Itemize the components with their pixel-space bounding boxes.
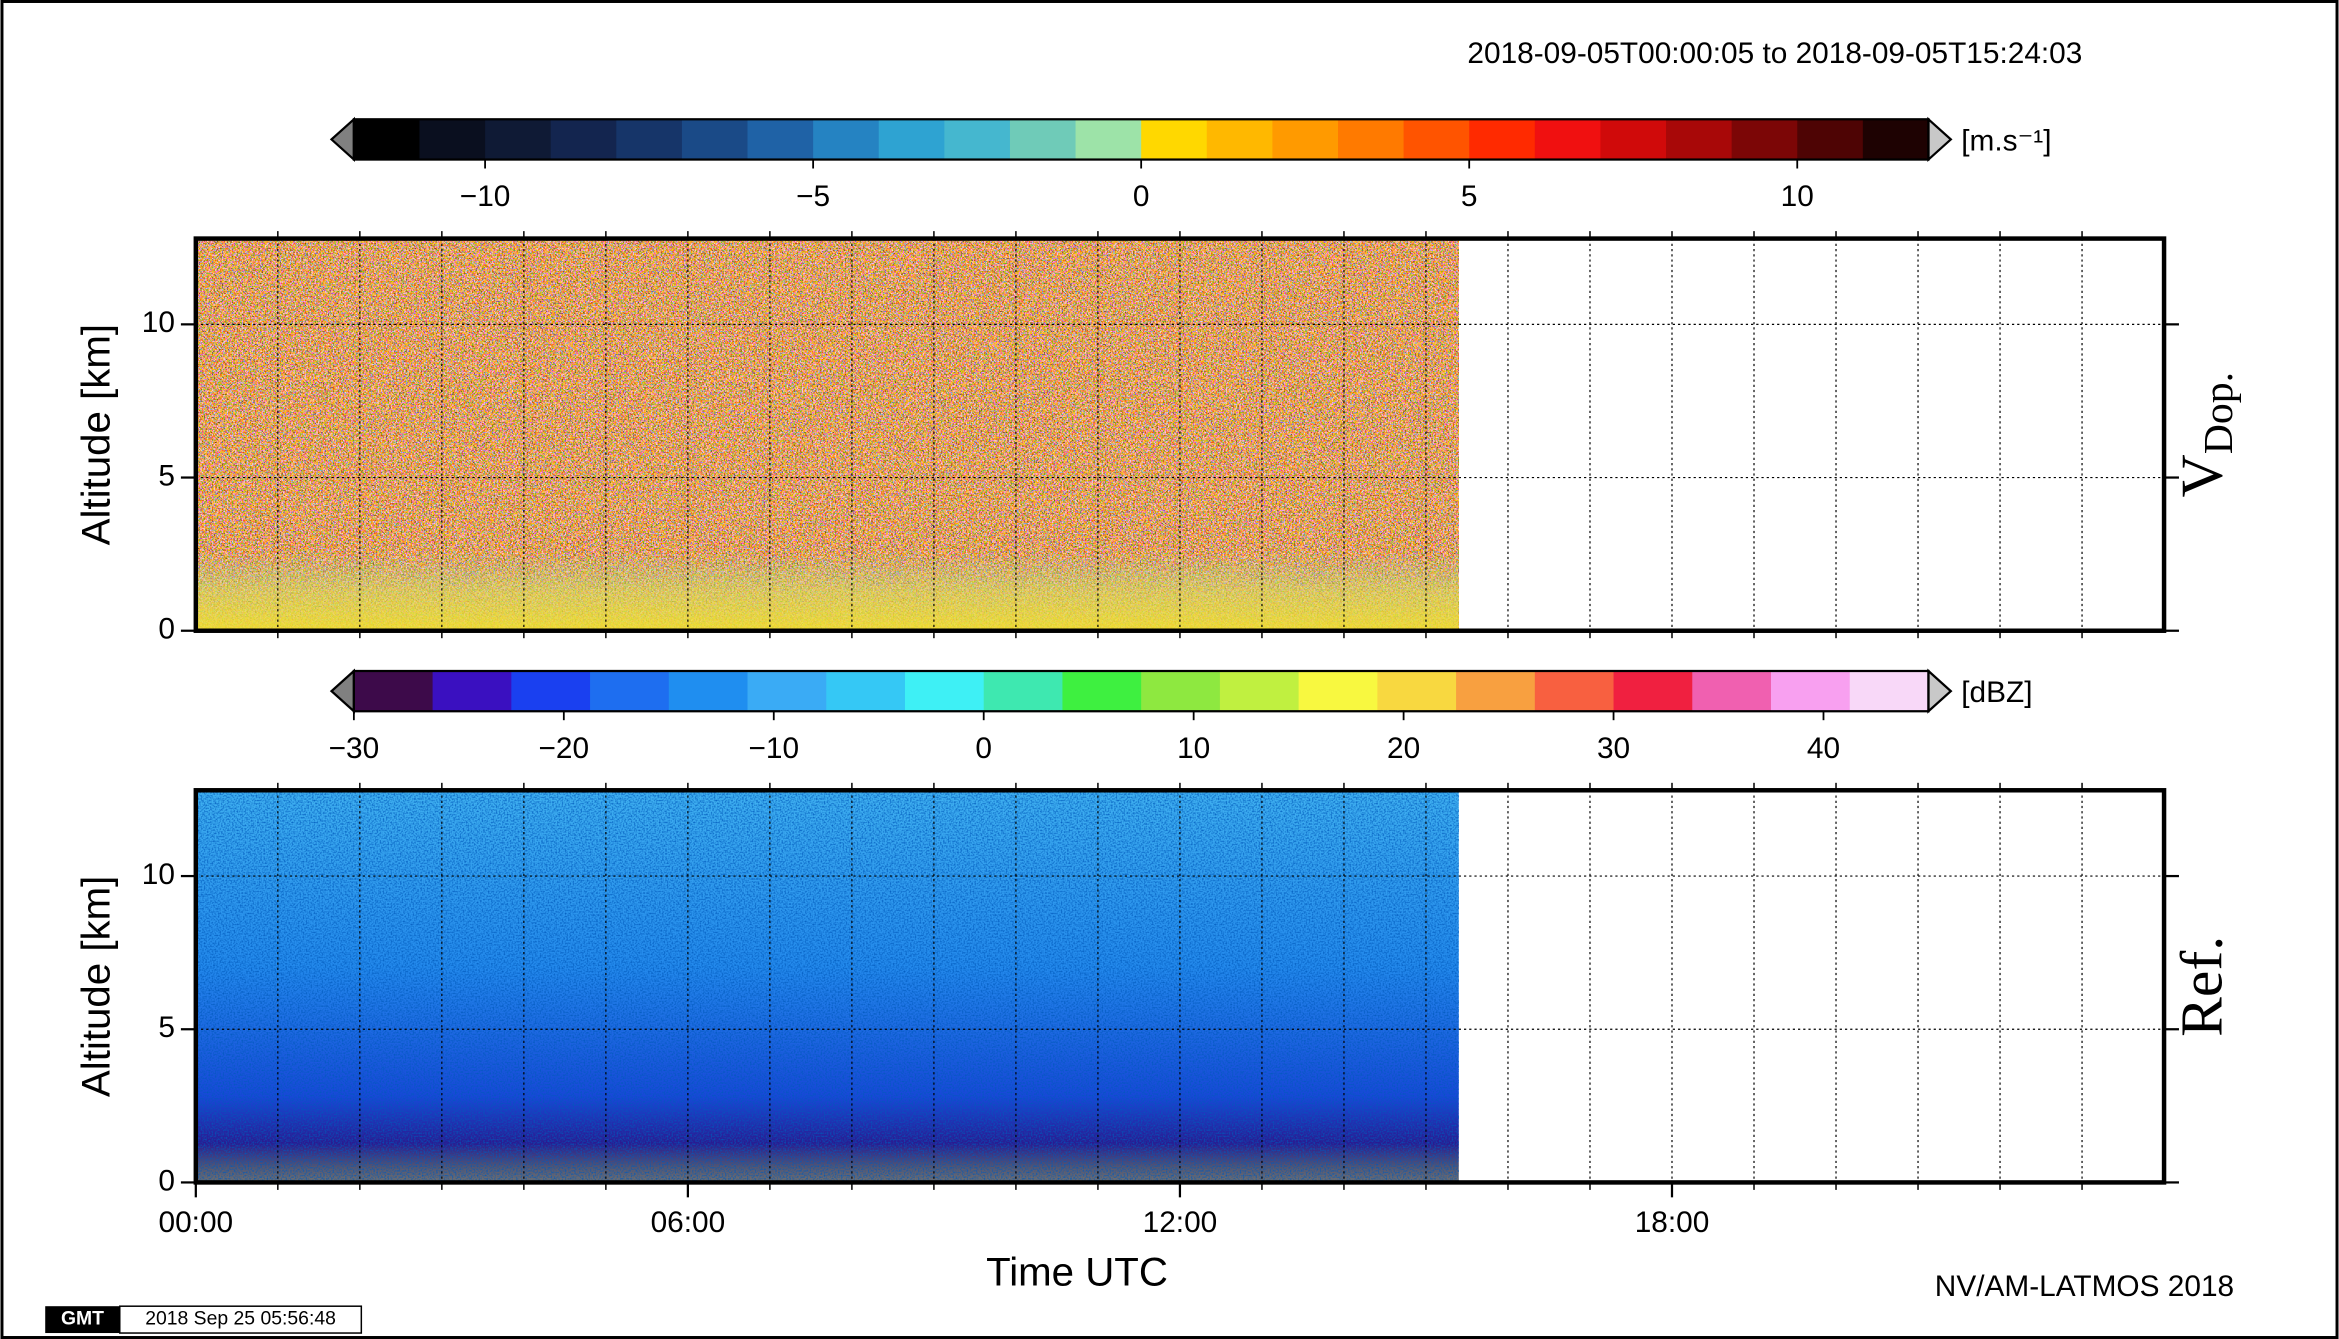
x-tick-label: 18:00 bbox=[1635, 1206, 1710, 1239]
y-tick-label: 5 bbox=[158, 459, 175, 492]
timestamp-box bbox=[119, 1305, 363, 1334]
panel-label-sub: Dop. bbox=[2196, 372, 2242, 454]
colorbar-swatch bbox=[1377, 670, 1457, 712]
colorbar-swatch bbox=[1062, 670, 1142, 712]
colorbar-tick-label: 20 bbox=[1387, 732, 1420, 765]
colorbar-tick-label: 10 bbox=[1781, 180, 1814, 213]
colorbar-swatch bbox=[616, 119, 683, 160]
gmt-logo-box bbox=[45, 1306, 120, 1334]
panel-label: Ref. bbox=[2168, 936, 2234, 1037]
colorbar-arrow-high bbox=[1927, 116, 1953, 163]
colorbar-swatch bbox=[1534, 670, 1615, 712]
colorbar-swatch bbox=[1206, 119, 1274, 160]
colorbar-tick-label: −20 bbox=[539, 732, 590, 765]
colorbar-tick-label: 0 bbox=[1133, 180, 1150, 213]
colorbar-swatch bbox=[1469, 119, 1536, 160]
colorbar-swatch bbox=[1009, 119, 1077, 160]
colorbar-tick-label: −30 bbox=[329, 732, 380, 765]
y-tick-label: 5 bbox=[158, 1011, 175, 1044]
timestamp: 2018 Sep 25 05:56:48 bbox=[145, 1308, 336, 1330]
colorbar-arrow-low bbox=[329, 668, 355, 714]
colorbar-swatch bbox=[1219, 670, 1300, 712]
colorbar-swatch bbox=[904, 670, 985, 712]
colorbar-tick-label: 5 bbox=[1461, 180, 1478, 213]
y-axis-label: Altitude [km] bbox=[74, 876, 119, 1097]
x-tick-label: 12:00 bbox=[1143, 1206, 1218, 1239]
colorbar-swatch bbox=[353, 119, 421, 160]
colorbar-swatch bbox=[813, 119, 880, 160]
colorbar-swatch bbox=[1272, 119, 1339, 160]
x-tick-label: 06:00 bbox=[651, 1206, 726, 1239]
heatmap-grain bbox=[195, 790, 1459, 1183]
colorbar-unit: [dBZ] bbox=[1961, 676, 2032, 709]
colorbar-swatch bbox=[878, 119, 946, 160]
colorbar-swatch bbox=[1141, 670, 1221, 712]
colorbar-swatch bbox=[1075, 119, 1142, 160]
colorbar-swatch bbox=[747, 119, 814, 160]
y-tick-label: 10 bbox=[142, 306, 175, 339]
colorbar-swatch bbox=[1797, 119, 1864, 160]
y-tick-label: 0 bbox=[158, 1164, 175, 1197]
colorbar-swatch bbox=[1666, 119, 1733, 160]
colorbar-swatch bbox=[681, 119, 749, 160]
x-tick-label: 00:00 bbox=[159, 1206, 234, 1239]
colorbar-swatch bbox=[826, 670, 906, 712]
colorbar-swatch bbox=[353, 670, 434, 712]
gmt-logo: GMT bbox=[61, 1308, 104, 1330]
colorbar-swatch bbox=[1534, 119, 1602, 160]
colorbar-swatch bbox=[1298, 670, 1379, 712]
x-axis-label: Time UTC bbox=[986, 1250, 1168, 1295]
panel-label-main: Ref. bbox=[2168, 936, 2234, 1037]
colorbar-tick-label: 30 bbox=[1597, 732, 1630, 765]
heatmap-low-band bbox=[195, 238, 1459, 631]
colorbar-frame bbox=[352, 669, 1930, 713]
plot-frame bbox=[193, 788, 2167, 1185]
colorbar-tick-label: −10 bbox=[748, 732, 799, 765]
colorbar-swatch bbox=[944, 119, 1011, 160]
colorbar-unit: [m.s⁻¹] bbox=[1961, 124, 2051, 157]
colorbar-swatch bbox=[668, 670, 749, 712]
colorbar-swatch bbox=[1403, 119, 1470, 160]
y-axis-label: Altitude [km] bbox=[74, 324, 119, 545]
plot-frame bbox=[193, 236, 2167, 633]
colorbar-tick-label: −5 bbox=[796, 180, 830, 213]
y-tick-label: 10 bbox=[142, 858, 175, 891]
colorbar-swatch bbox=[1849, 670, 1930, 712]
colorbar-arrow-high bbox=[1927, 668, 1953, 714]
panel-label: VDop. bbox=[2168, 372, 2242, 497]
time-range: 2018-09-05T00:00:05 to 2018-09-05T15:24:… bbox=[1467, 37, 2082, 70]
colorbar-tick-label: −10 bbox=[460, 180, 511, 213]
colorbar-swatch bbox=[511, 670, 591, 712]
colorbar-swatch bbox=[1600, 119, 1667, 160]
credit: NV/AM-LATMOS 2018 bbox=[1935, 1270, 2234, 1303]
y-tick-label: 0 bbox=[158, 613, 175, 646]
colorbar-swatch bbox=[1771, 670, 1851, 712]
colorbar-swatch bbox=[1731, 119, 1798, 160]
colorbar-swatch bbox=[590, 670, 670, 712]
colorbar-tick-label: 10 bbox=[1177, 732, 1210, 765]
colorbar-swatch bbox=[747, 670, 827, 712]
colorbar-swatch bbox=[432, 670, 513, 712]
colorbar-swatch bbox=[1613, 670, 1694, 712]
colorbar-swatch bbox=[550, 119, 618, 160]
colorbar-tick-label: 0 bbox=[975, 732, 992, 765]
colorbar-swatch bbox=[983, 670, 1064, 712]
colorbar-tick-label: 40 bbox=[1807, 732, 1840, 765]
colorbar-swatch bbox=[1862, 119, 1930, 160]
colorbar-swatch bbox=[1337, 119, 1405, 160]
panel-label-main: V bbox=[2168, 454, 2234, 497]
colorbar-swatch bbox=[1692, 670, 1772, 712]
colorbar-swatch bbox=[419, 119, 486, 160]
colorbar-arrow-low bbox=[329, 116, 355, 163]
colorbar-swatch bbox=[485, 119, 552, 160]
colorbar-swatch bbox=[1456, 670, 1536, 712]
colorbar-swatch bbox=[1141, 119, 1208, 160]
